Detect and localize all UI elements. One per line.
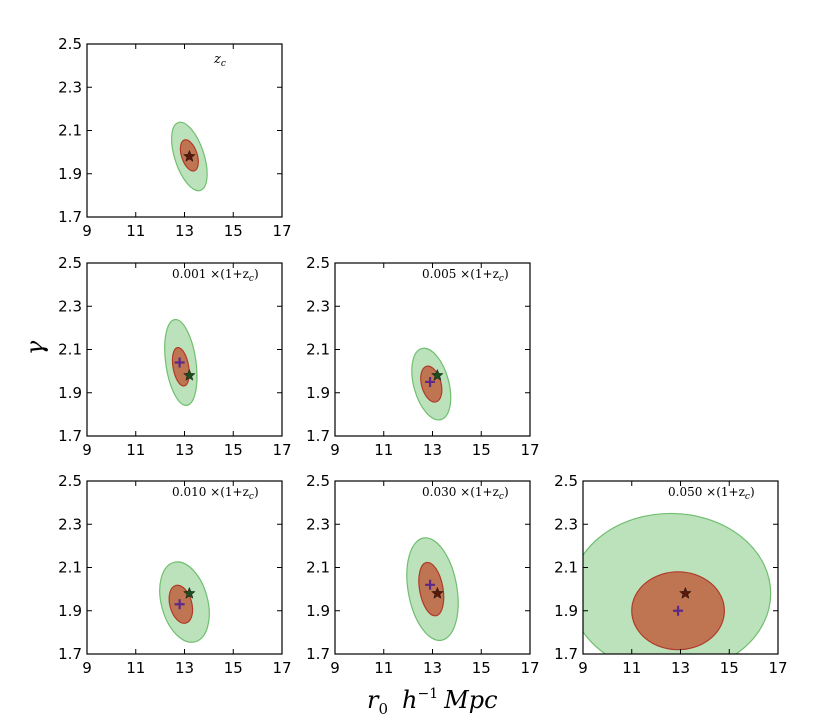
y-tick-label: 2.5 (554, 472, 578, 490)
x-tick-label: 17 (272, 441, 291, 459)
x-tick-label: 13 (671, 659, 690, 677)
x-tick-label: 17 (272, 659, 291, 677)
x-tick-label: 15 (472, 441, 491, 459)
y-tick-label: 1.9 (306, 602, 330, 620)
fit-marker (673, 605, 684, 616)
x-tick-label: 9 (578, 659, 588, 677)
y-tick-label: 1.9 (306, 384, 330, 402)
y-tick-label: 1.7 (306, 645, 330, 663)
panel-0.001: 9 11 13 15 17 1.7 1.9 2.1 2.3 2.5 0.001 ×(1+zc) (58, 254, 291, 459)
y-tick-label: 1.9 (58, 384, 82, 402)
panel-0.005: 9 11 13 15 17 1.7 1.9 2.1 2.3 2.5 0.005 ×(1+zc) (306, 254, 539, 459)
y-tick-label: 1.7 (58, 427, 82, 445)
x-tick-label: 9 (82, 441, 92, 459)
x-tick-label: 9 (82, 659, 92, 677)
y-tick-label: 1.9 (554, 602, 578, 620)
annotation: 0.001 ×(1+zc) (172, 267, 259, 284)
y-tick-label: 1.7 (58, 208, 82, 226)
x-tick-label: 9 (330, 441, 340, 459)
y-tick-label: 1.9 (58, 165, 82, 183)
fit-marker (174, 357, 185, 368)
y-tick-label: 2.1 (58, 122, 82, 140)
annotation: 0.010 ×(1+zc) (172, 485, 259, 502)
true-value-star (431, 368, 444, 381)
x-tick-label: 11 (126, 659, 145, 677)
y-tick-label: 2.5 (58, 472, 82, 490)
x-tick-label: 9 (82, 222, 92, 240)
y-axis-label: γ (21, 340, 49, 355)
x-tick-label: 17 (520, 659, 539, 677)
x-tick-label: 13 (423, 441, 442, 459)
annotation: zc (213, 52, 226, 69)
x-tick-label: 15 (224, 659, 243, 677)
x-axis-label: r0 h−1 Mpc (367, 686, 498, 718)
inner-contour-1sigma (418, 561, 445, 617)
y-tick-label: 2.5 (306, 472, 330, 490)
y-tick-label: 2.5 (58, 254, 82, 272)
panel-zc: 9 11 13 15 17 1.7 1.9 2.1 2.3 2.5 zc (58, 35, 291, 240)
x-tick-label: 11 (126, 441, 145, 459)
panel-0.030: 9 11 13 15 17 1.7 1.9 2.1 2.3 2.5 0.030 ×(1+zc) (306, 472, 539, 677)
x-tick-label: 15 (472, 659, 491, 677)
y-tick-label: 2.5 (306, 254, 330, 272)
y-tick-label: 2.3 (58, 78, 82, 96)
y-tick-label: 1.7 (306, 427, 330, 445)
y-tick-label: 1.9 (58, 602, 82, 620)
y-tick-label: 2.1 (554, 559, 578, 577)
x-tick-label: 15 (224, 222, 243, 240)
true-value-star (183, 586, 196, 599)
y-tick-label: 2.5 (58, 35, 82, 53)
y-tick-label: 2.3 (58, 297, 82, 315)
x-tick-label: 13 (175, 441, 194, 459)
panel-0.010: 9 11 13 15 17 1.7 1.9 2.1 2.3 2.5 0.010 ×(1+zc) (58, 472, 291, 677)
annotation: 0.050 ×(1+zc) (668, 485, 755, 502)
y-tick-label: 2.1 (306, 341, 330, 359)
y-tick-label: 2.1 (58, 341, 82, 359)
fit-marker (425, 376, 436, 387)
x-tick-label: 9 (330, 659, 340, 677)
y-tick-label: 1.7 (58, 645, 82, 663)
y-tick-label: 2.3 (58, 515, 82, 533)
x-tick-label: 17 (768, 659, 787, 677)
x-tick-label: 11 (374, 441, 393, 459)
annotation: 0.005 ×(1+zc) (422, 267, 509, 284)
x-tick-label: 11 (374, 659, 393, 677)
x-tick-label: 11 (126, 222, 145, 240)
x-tick-label: 17 (272, 222, 291, 240)
true-value-star (183, 149, 196, 162)
x-tick-label: 15 (720, 659, 739, 677)
y-tick-label: 2.3 (306, 297, 330, 315)
x-tick-label: 13 (175, 222, 194, 240)
true-value-star (431, 586, 444, 599)
fit-marker (425, 579, 436, 590)
y-tick-label: 2.3 (554, 515, 578, 533)
x-tick-label: 13 (423, 659, 442, 677)
y-tick-label: 2.1 (58, 559, 82, 577)
inner-contour-1sigma (171, 346, 190, 387)
x-tick-label: 17 (520, 441, 539, 459)
annotation: 0.030 ×(1+zc) (422, 485, 509, 502)
y-tick-label: 1.7 (554, 645, 578, 663)
fit-marker (174, 599, 185, 610)
x-tick-label: 13 (175, 659, 194, 677)
y-tick-label: 2.3 (306, 515, 330, 533)
true-value-star (679, 586, 692, 599)
x-tick-label: 15 (224, 441, 243, 459)
panel-0.050: 9 11 13 15 17 1.7 1.9 2.1 2.3 2.5 0.050 ×(1+zc) (554, 472, 787, 677)
y-tick-label: 2.1 (306, 559, 330, 577)
true-value-star (183, 368, 196, 381)
x-tick-label: 11 (622, 659, 641, 677)
